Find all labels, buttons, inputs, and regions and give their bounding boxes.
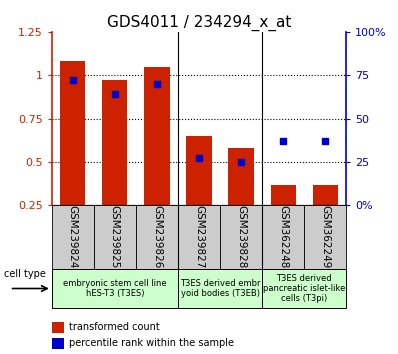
Bar	[262, 269, 346, 308]
Text: GSM239827: GSM239827	[194, 205, 204, 269]
Text: cell type: cell type	[4, 269, 46, 279]
Point	[112, 91, 118, 97]
Bar	[304, 205, 346, 269]
Point	[154, 81, 160, 87]
Text: GSM239826: GSM239826	[152, 205, 162, 269]
Bar	[94, 205, 136, 269]
Bar	[52, 269, 178, 308]
Text: transformed count: transformed count	[69, 322, 160, 332]
Bar	[228, 148, 254, 205]
Bar	[144, 67, 170, 205]
Bar	[60, 61, 86, 205]
Bar	[178, 205, 220, 269]
Text: percentile rank within the sample: percentile rank within the sample	[69, 338, 234, 348]
Bar	[220, 205, 262, 269]
Bar	[52, 338, 64, 349]
Text: GSM362249: GSM362249	[320, 205, 330, 269]
Bar	[102, 80, 127, 205]
Bar	[262, 205, 304, 269]
Text: GSM239824: GSM239824	[68, 205, 78, 269]
Text: T3ES derived embr
yoid bodies (T3EB): T3ES derived embr yoid bodies (T3EB)	[180, 279, 260, 298]
Bar	[186, 136, 212, 205]
Text: GSM239828: GSM239828	[236, 205, 246, 269]
Point	[322, 138, 328, 144]
Bar	[312, 184, 338, 205]
Title: GDS4011 / 234294_x_at: GDS4011 / 234294_x_at	[107, 14, 291, 30]
Point	[70, 78, 76, 83]
Text: embryonic stem cell line
hES-T3 (T3ES): embryonic stem cell line hES-T3 (T3ES)	[63, 279, 167, 298]
Text: T3ES derived
pancreatic islet-like
cells (T3pi): T3ES derived pancreatic islet-like cells…	[263, 274, 345, 303]
Bar	[52, 205, 94, 269]
Point	[238, 159, 244, 165]
Bar	[136, 205, 178, 269]
Text: GSM239825: GSM239825	[110, 205, 120, 269]
Text: GSM362248: GSM362248	[278, 205, 288, 269]
Bar	[52, 322, 64, 333]
Point	[280, 138, 286, 144]
Bar	[178, 269, 262, 308]
Bar	[271, 184, 296, 205]
Point	[196, 156, 202, 161]
